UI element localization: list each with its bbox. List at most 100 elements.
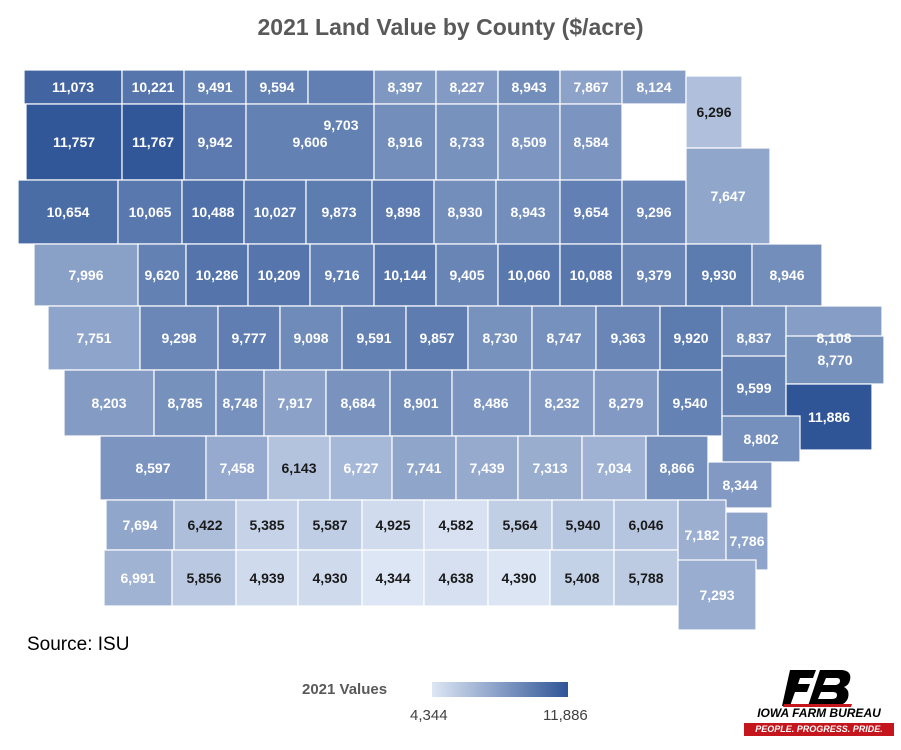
county-cell <box>17 179 119 245</box>
county-cell <box>235 549 299 607</box>
county-cell <box>721 355 787 421</box>
county-value-label: 8,684 <box>340 395 375 411</box>
brand-name: IOWA FARM BUREAU <box>757 706 881 720</box>
county-value-label: 4,638 <box>438 570 473 586</box>
county-value-label: 9,703 <box>323 117 358 133</box>
county-cell <box>751 243 823 307</box>
county-value-label: 9,942 <box>197 134 232 150</box>
county-value-label: 4,925 <box>375 517 410 533</box>
county-cell <box>551 499 615 551</box>
county-cell <box>685 243 753 307</box>
county-cell <box>373 103 437 181</box>
county-value-label: 8,203 <box>91 395 126 411</box>
county-value-label: 11,886 <box>808 409 850 425</box>
county-value-label: 5,940 <box>565 517 600 533</box>
county-value-label: 8,901 <box>403 395 438 411</box>
county-cell <box>497 243 561 307</box>
county-polygons <box>17 69 885 631</box>
county-cell <box>279 305 343 371</box>
legend-gradient-bar <box>432 682 568 697</box>
county-cell <box>25 103 123 181</box>
county-value-label: 9,298 <box>161 330 196 346</box>
iowa-farm-bureau-logo: IOWA FARM BUREAU PEOPLE. PROGRESS. PRIDE… <box>744 668 894 746</box>
county-cell <box>153 369 217 437</box>
county-value-label: 7,917 <box>277 395 312 411</box>
county-cell <box>455 435 519 501</box>
county-value-label: 10,654 <box>47 204 90 220</box>
county-value-label: 8,770 <box>817 352 852 368</box>
county-value-label: 7,439 <box>469 460 504 476</box>
county-cell <box>433 179 497 245</box>
county-cell <box>305 179 373 245</box>
county-cell <box>621 179 687 245</box>
county-cell <box>121 103 185 181</box>
county-value-label: 9,898 <box>385 204 420 220</box>
county-cell <box>325 369 391 437</box>
county-value-label: 8,279 <box>608 395 643 411</box>
county-cell <box>103 549 173 607</box>
county-value-label: 8,124 <box>636 79 671 95</box>
county-value-label: 10,286 <box>196 267 239 283</box>
county-value-label: 8,837 <box>736 330 771 346</box>
county-value-label: 8,802 <box>743 431 778 447</box>
county-cell <box>659 305 723 371</box>
legend-max-value: 11,886 <box>543 707 588 724</box>
county-cell <box>245 103 375 181</box>
county-value-label: 7,313 <box>532 460 567 476</box>
county-value-label: 9,930 <box>701 267 736 283</box>
county-cell <box>559 243 623 307</box>
county-value-label: 10,088 <box>570 267 613 283</box>
county-value-label: 6,991 <box>120 570 155 586</box>
county-cell <box>235 499 299 551</box>
county-cell <box>173 499 237 551</box>
brand-tagline: PEOPLE. PROGRESS. PRIDE. <box>744 723 894 736</box>
county-value-label: 5,856 <box>186 570 221 586</box>
county-value-label: 9,491 <box>197 79 232 95</box>
county-value-label: 8,397 <box>387 79 422 95</box>
county-value-label: 7,996 <box>68 267 103 283</box>
county-value-label: 8,930 <box>447 204 482 220</box>
county-value-label: 5,385 <box>249 517 284 533</box>
fb-logo-mark-icon <box>782 670 852 707</box>
county-value-label: 7,867 <box>573 79 608 95</box>
county-value-label: 8,344 <box>722 477 757 493</box>
county-cell <box>613 499 679 551</box>
county-cell <box>371 179 435 245</box>
county-cell <box>297 499 363 551</box>
county-value-label: 9,591 <box>356 330 391 346</box>
county-cell <box>685 147 771 245</box>
county-cell <box>297 549 363 607</box>
county-value-label: 9,620 <box>144 267 179 283</box>
county-value-label: 4,344 <box>375 570 410 586</box>
county-value-label: 8,943 <box>511 79 546 95</box>
county-cell <box>435 103 499 181</box>
source-note: Source: ISU <box>27 634 130 655</box>
county-value-label: 4,582 <box>438 517 473 533</box>
county-value-label: 9,540 <box>672 395 707 411</box>
county-value-label: 9,654 <box>573 204 608 220</box>
county-value-label: 7,182 <box>684 527 719 543</box>
county-cell <box>99 435 207 501</box>
county-value-label: 9,363 <box>610 330 645 346</box>
county-cell <box>139 305 219 371</box>
county-value-label: 9,857 <box>419 330 454 346</box>
county-cell <box>47 305 141 371</box>
county-value-label: 10,027 <box>254 204 297 220</box>
map-title: 2021 Land Value by County ($/acre) <box>257 14 644 40</box>
county-cell <box>621 69 687 105</box>
county-value-label: 7,786 <box>729 533 764 549</box>
county-cell <box>721 415 801 463</box>
legend-title: 2021 Values <box>302 681 388 698</box>
county-value-label: 8,946 <box>769 267 804 283</box>
county-cell <box>593 369 659 437</box>
county-cell <box>263 369 327 437</box>
county-value-label: 8,584 <box>573 134 608 150</box>
county-value-label: 8,785 <box>167 395 202 411</box>
county-value-label: 8,866 <box>659 460 694 476</box>
county-value-label: 11,767 <box>132 134 174 150</box>
county-cell <box>183 103 247 181</box>
legend-min-value: 4,344 <box>410 707 448 724</box>
county-value-label: 8,943 <box>510 204 545 220</box>
county-value-label: 8,227 <box>449 79 484 95</box>
county-cell <box>487 549 551 607</box>
